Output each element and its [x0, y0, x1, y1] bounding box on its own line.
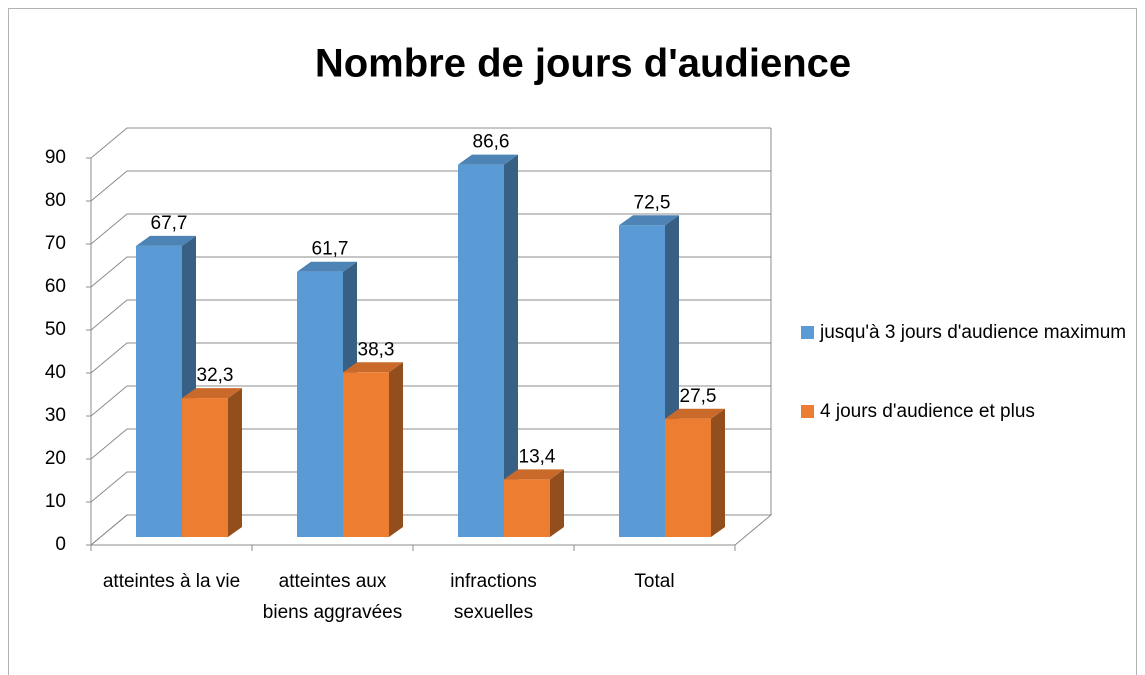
x-tick-label: atteintes à la vie [102, 571, 241, 592]
y-tick-label: 10 [45, 491, 66, 512]
bar [504, 479, 550, 537]
grid-line [90, 385, 771, 417]
bar [619, 225, 665, 537]
bar-top [504, 469, 564, 480]
data-label: 72,5 [634, 192, 671, 213]
bar-side [389, 362, 403, 537]
bar-top [665, 408, 725, 419]
data-label: 38,3 [358, 339, 395, 360]
grid-line [90, 428, 771, 460]
y-tick-label: 50 [45, 319, 66, 340]
grid-line [90, 213, 771, 245]
bar-top [343, 362, 403, 373]
bar-top [619, 215, 679, 226]
bar [458, 164, 504, 537]
bar-top [136, 235, 196, 246]
data-label: 13,4 [519, 446, 556, 467]
bar-side [550, 469, 564, 537]
grid-line [90, 256, 771, 288]
y-tick-label: 40 [45, 362, 66, 383]
bar-top [182, 388, 242, 399]
legend-swatch [801, 405, 814, 418]
grid-line [90, 170, 771, 202]
y-tick-label: 80 [45, 190, 66, 211]
bar [136, 245, 182, 537]
grid-line [90, 299, 771, 331]
bar-top [297, 261, 357, 272]
bar-side [711, 408, 725, 537]
y-tick-label: 90 [45, 147, 66, 168]
legend-swatch [801, 326, 814, 339]
x-tick-label: Total [634, 571, 675, 592]
bar-top [458, 154, 518, 165]
bar [343, 372, 389, 537]
data-label: 27,5 [680, 386, 717, 407]
legend-label: jusqu'à 3 jours d'audience maximum [820, 322, 1127, 343]
chart-border [8, 8, 1137, 675]
y-tick-label: 70 [45, 233, 66, 254]
x-tick-label: atteintes aux biens aggravées [262, 571, 403, 623]
data-label: 61,7 [312, 239, 349, 260]
y-tick-label: 20 [45, 448, 66, 469]
grid-line [90, 127, 771, 159]
bar [182, 398, 228, 537]
legend-label: 4 jours d'audience et plus [820, 401, 1035, 422]
grid-line [90, 342, 771, 374]
bar [665, 418, 711, 537]
data-label: 67,7 [151, 213, 188, 234]
y-tick-label: 30 [45, 405, 66, 426]
y-tick-label: 0 [55, 534, 66, 555]
x-tick-label: infractions sexuelles [450, 571, 537, 623]
bar-side [504, 154, 518, 537]
data-label: 86,6 [473, 132, 510, 153]
bar-side [228, 388, 242, 537]
data-label: 32,3 [197, 365, 234, 386]
chart-title: Nombre de jours d'audience [315, 42, 851, 86]
y-tick-label: 60 [45, 276, 66, 297]
bar [297, 271, 343, 537]
